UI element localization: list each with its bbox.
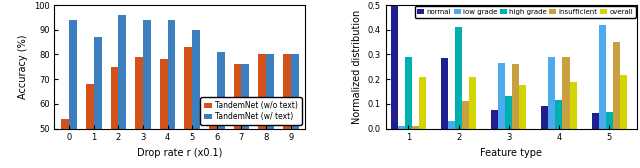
Bar [519,85,526,129]
Legend: normal, low grade, high grade, insufficient, overall: normal, low grade, high grade, insuffici… [415,6,636,18]
Bar [111,67,118,168]
Bar [591,113,598,129]
Bar [412,126,419,129]
Bar [217,52,225,168]
Bar [94,37,102,168]
Y-axis label: Accuracy (%): Accuracy (%) [18,35,28,99]
Bar [61,119,69,168]
Bar [135,57,143,168]
Bar [143,20,151,168]
Bar [556,100,563,129]
Bar [419,77,426,129]
Bar [118,15,126,168]
Bar [512,64,519,129]
Bar [184,47,192,168]
Bar [469,77,476,129]
Bar [505,96,512,129]
Bar [598,25,605,129]
Bar [441,58,448,129]
Bar [620,75,627,129]
Bar [541,106,548,129]
Bar [391,5,398,129]
Legend: TandemNet (w/o text), TandemNet (w/ text): TandemNet (w/o text), TandemNet (w/ text… [200,97,301,125]
Bar [86,84,94,168]
Bar [234,64,241,168]
Bar [563,57,570,129]
X-axis label: Feature type: Feature type [480,148,542,158]
Bar [570,82,577,129]
Bar [168,20,175,168]
Bar [462,101,469,129]
Bar [283,54,291,168]
Bar [291,54,298,168]
Bar [398,126,405,129]
Bar [605,112,612,129]
Bar [612,42,620,129]
Bar [448,121,455,129]
Bar [498,63,505,129]
Bar [69,20,77,168]
Bar [209,126,217,168]
Bar [405,57,412,129]
Bar [266,54,274,168]
X-axis label: Drop rate r (x0.1): Drop rate r (x0.1) [137,148,223,158]
Bar [258,54,266,168]
Y-axis label: Normalized distribution: Normalized distribution [352,10,362,124]
Bar [192,30,200,168]
Bar [455,27,462,129]
Bar [492,110,498,129]
Bar [160,59,168,168]
Bar [548,57,556,129]
Bar [241,64,250,168]
